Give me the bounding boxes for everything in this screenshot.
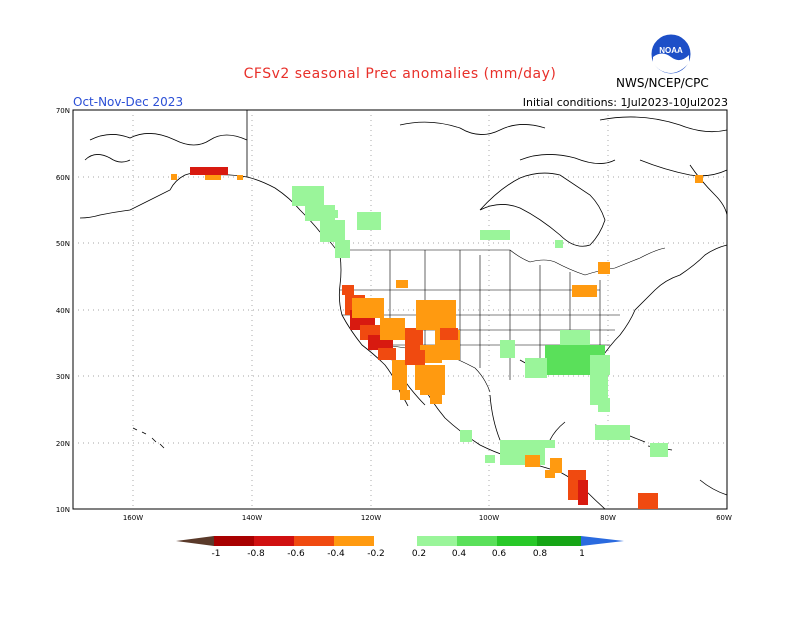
- colorbar-label: 0.4: [452, 549, 467, 559]
- colorbar-bin: [374, 536, 417, 546]
- anomaly-cell: [405, 350, 425, 365]
- anomaly-cell: [320, 220, 345, 242]
- anomaly-cell: [305, 205, 335, 221]
- anomaly-cell: [357, 212, 381, 230]
- anomaly-cell: [335, 240, 350, 258]
- anomaly-cell: [420, 345, 442, 363]
- anomaly-cell: [171, 174, 177, 180]
- colorbar-label: 0.6: [492, 549, 507, 559]
- anomaly-cell: [545, 470, 555, 478]
- anomaly-cell: [598, 262, 610, 274]
- anomaly-cell: [190, 167, 228, 175]
- anomaly-cell: [650, 443, 668, 457]
- colorbar-bin: [254, 536, 294, 546]
- anomaly-cell: [380, 318, 405, 340]
- colorbar-label: -0.4: [327, 549, 345, 559]
- anomaly-cell: [430, 392, 442, 404]
- lat-label: 20N: [56, 440, 70, 448]
- colorbar-bin: [214, 536, 254, 546]
- map-title: CFSv2 seasonal Prec anomalies (mm/day): [243, 66, 557, 82]
- anomaly-cells: [171, 167, 703, 509]
- anomaly-cell: [352, 298, 384, 318]
- colorbar-bin: [294, 536, 334, 546]
- hawaii: [132, 427, 165, 449]
- east-coast: [599, 244, 728, 361]
- anomaly-cell: [342, 285, 354, 295]
- anomaly-cell: [595, 425, 630, 440]
- colorbar-label: -0.8: [247, 549, 265, 559]
- anomaly-cell: [550, 458, 562, 473]
- anomaly-cell: [237, 175, 243, 180]
- anomaly-cell: [420, 380, 445, 395]
- anomaly-cell: [578, 480, 588, 505]
- initial-conditions-label: Initial conditions: 1Jul2023-10Jul2023: [522, 96, 728, 109]
- anomaly-cell: [695, 175, 703, 183]
- anomaly-cell: [416, 300, 456, 330]
- longitude-labels: 160W 140W 120W 100W 80W 60W: [123, 514, 732, 522]
- anomaly-cell: [525, 455, 540, 467]
- colorbar-label: 0.2: [412, 549, 426, 559]
- anomaly-cell: [560, 330, 590, 345]
- colorbar-label: -0.2: [367, 549, 385, 559]
- gridlines: [73, 110, 727, 509]
- anomaly-cell: [392, 360, 407, 390]
- anomaly-cell: [292, 186, 324, 206]
- anomaly-cell: [205, 175, 221, 180]
- colorbar: -1 -0.8 -0.6 -0.4 -0.2 0.2 0.4 0.6 0.8 1: [176, 536, 624, 559]
- colorbar-label: 0.8: [533, 549, 548, 559]
- colorbar-high-arrow: [581, 536, 624, 546]
- anomaly-cell: [638, 493, 658, 509]
- anomaly-cell: [590, 375, 608, 405]
- season-label: Oct-Nov-Dec 2023: [73, 95, 184, 109]
- lon-label: 160W: [123, 514, 143, 522]
- lat-label: 40N: [56, 307, 70, 315]
- logo-text: NOAA: [659, 46, 683, 55]
- anomaly-cell: [378, 348, 396, 360]
- lat-label: 60N: [56, 174, 70, 182]
- anomaly-cell: [440, 328, 458, 340]
- latitude-labels: 70N 60N 50N 40N 30N 20N 10N: [56, 107, 70, 514]
- colorbar-bin: [497, 536, 537, 546]
- colorbar-bin: [334, 536, 374, 546]
- noaa-logo: NOAA: [650, 33, 692, 75]
- anomaly-cell: [500, 340, 515, 358]
- lon-label: 80W: [600, 514, 616, 522]
- political-boundaries: [340, 247, 666, 393]
- lat-label: 50N: [56, 240, 70, 248]
- anomaly-cell: [555, 240, 563, 248]
- colorbar-label: -0.6: [287, 549, 305, 559]
- anomaly-cell: [545, 440, 555, 448]
- anomaly-cell: [525, 358, 547, 378]
- lon-label: 120W: [361, 514, 381, 522]
- colorbar-bin: [537, 536, 581, 546]
- colorbar-label: 1: [579, 549, 585, 559]
- colorbar-bin: [417, 536, 457, 546]
- map-frame: [72, 109, 728, 510]
- anomaly-cell: [460, 430, 472, 442]
- anomaly-cell: [405, 328, 423, 350]
- anomaly-cell: [485, 455, 495, 463]
- agency-label: NWS/NCEP/CPC: [616, 76, 709, 90]
- anomaly-cell: [400, 390, 410, 400]
- anomaly-cell: [598, 398, 610, 412]
- lat-label: 30N: [56, 373, 70, 381]
- hudson-bay: [479, 172, 606, 247]
- colorbar-bin: [457, 536, 497, 546]
- lon-label: 100W: [479, 514, 499, 522]
- lat-label: 70N: [56, 107, 70, 115]
- anomaly-cell: [590, 355, 610, 375]
- lon-label: 140W: [242, 514, 262, 522]
- anomaly-cell: [572, 285, 597, 297]
- colorbar-label: -1: [212, 549, 221, 559]
- anomaly-cell: [396, 280, 408, 288]
- lon-label: 60W: [716, 514, 732, 522]
- colorbar-low-arrow: [176, 536, 214, 546]
- lat-label: 10N: [56, 506, 70, 514]
- anomaly-cell: [330, 210, 338, 218]
- anomaly-cell: [480, 230, 510, 240]
